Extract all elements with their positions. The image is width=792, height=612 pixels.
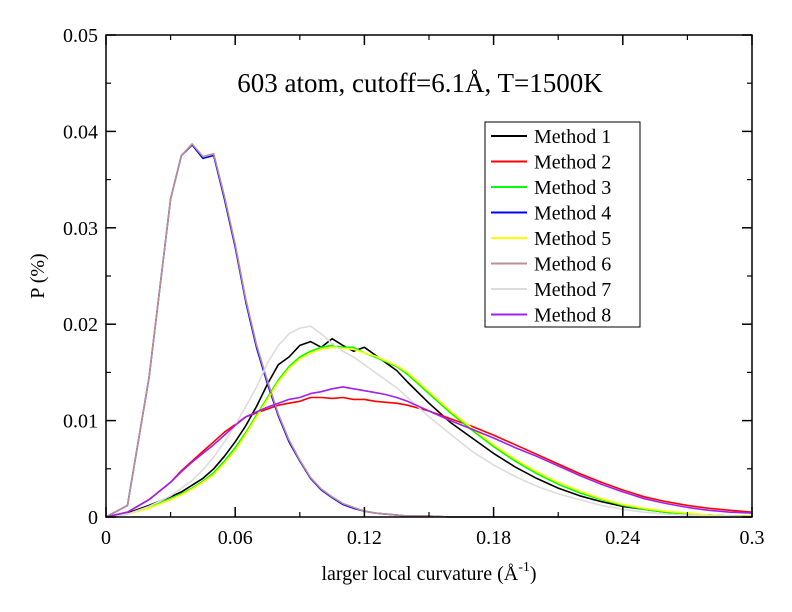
legend-label: Method 3	[534, 177, 611, 199]
series-line-method-2	[105, 396, 753, 518]
legend-items: Method 1 Method 2 Method 3 Method 4 Method 5…	[491, 126, 611, 327]
legend-item-method-2: Method 2	[491, 152, 611, 174]
y-tick-label: 0.01	[63, 411, 98, 433]
y-tick-label: 0.02	[63, 314, 98, 336]
legend-item-method-6: Method 6	[491, 254, 611, 276]
legend-label: Method 8	[534, 305, 611, 327]
x-tick-label: 0.06	[218, 527, 253, 549]
x-tick-label: 0.12	[347, 527, 382, 549]
legend-label: Method 4	[534, 203, 611, 225]
y-tick-label: 0.05	[63, 25, 98, 47]
y-axis-label: P (%)	[27, 253, 49, 298]
series-line-method-3	[105, 344, 752, 518]
y-tick-label: 0.03	[63, 218, 98, 240]
series-line-method-8	[105, 386, 753, 518]
ticks-layer: 0 0.06 0.12 0.18 0.24 0.3 0 0.01 0.02 0.03 0.04 0.0…	[63, 25, 765, 549]
y-tick-label: 0.04	[63, 121, 98, 143]
legend: Method 1 Method 2 Method 3 Method 4 Method 5…	[484, 121, 641, 328]
series-line-method-1	[105, 337, 752, 518]
legend-label: Method 1	[534, 126, 611, 148]
legend-box	[484, 121, 641, 328]
y-tick-label: 0	[88, 507, 98, 529]
legend-item-method-5: Method 5	[491, 228, 611, 250]
legend-label: Method 6	[534, 254, 611, 276]
x-axis-label-superscript: -1	[518, 560, 530, 575]
x-tick-label: 0.24	[605, 527, 640, 549]
x-tick-label: 0.18	[476, 527, 511, 549]
chart-title: 603 atom, cutoff=6.1Å, T=1500K	[237, 68, 603, 98]
x-axis-label-main: larger local curvature (Å	[321, 563, 518, 585]
legend-label: Method 2	[534, 152, 611, 174]
series-line-method-5	[105, 346, 752, 518]
x-axis-label-suffix: )	[530, 563, 537, 585]
x-tick-label: 0	[101, 527, 111, 549]
legend-item-method-1: Method 1	[491, 126, 611, 148]
x-axis-label: larger local curvature (Å-1)	[321, 560, 536, 585]
x-tick-label: 0.3	[740, 527, 765, 549]
legend-item-method-4: Method 4	[491, 203, 611, 225]
legend-item-method-3: Method 3	[491, 177, 611, 199]
legend-label: Method 5	[534, 228, 611, 250]
series-line-method-7	[105, 325, 753, 518]
legend-item-method-7: Method 7	[491, 279, 611, 301]
legend-label: Method 7	[534, 279, 611, 301]
legend-item-method-8: Method 8	[491, 305, 611, 327]
